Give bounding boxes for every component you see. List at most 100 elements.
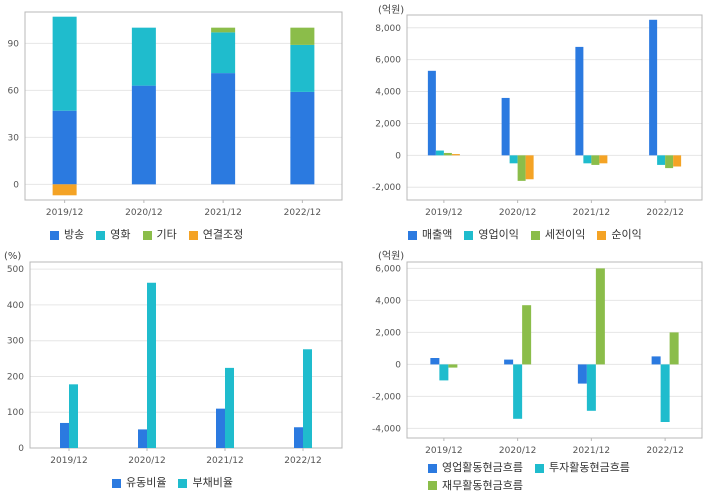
bar bbox=[649, 19, 658, 156]
x-tick-label: 2020/12 bbox=[499, 446, 536, 456]
legend-swatch bbox=[96, 230, 106, 240]
bar bbox=[651, 356, 661, 365]
bar bbox=[595, 268, 605, 365]
bar bbox=[211, 32, 236, 74]
plot-border bbox=[29, 261, 343, 449]
bar bbox=[52, 110, 77, 185]
bar bbox=[211, 27, 236, 33]
bar bbox=[504, 359, 514, 365]
x-tick-label: 2022/12 bbox=[646, 446, 683, 456]
y-tick-label: 8,000 bbox=[375, 24, 401, 34]
legend-item[interactable]: 재무활동현금흐름 bbox=[428, 478, 523, 494]
y-tick-label: 0 bbox=[395, 360, 401, 370]
x-tick-label: 2020/12 bbox=[125, 208, 162, 218]
y-tick-label: 200 bbox=[7, 372, 24, 382]
bar bbox=[131, 85, 156, 185]
y-tick-label: -2,000 bbox=[372, 392, 401, 402]
legend-item[interactable]: 투자활동현금흐름 bbox=[534, 460, 630, 476]
legend-item[interactable]: 연결조정 bbox=[188, 227, 244, 243]
y-tick-label: -2,000 bbox=[372, 183, 401, 193]
bar bbox=[657, 155, 666, 165]
chart-income: (억원) -2,000 0 2,000 4,000 6,000 8,000 2019/12 20… bbox=[372, 4, 703, 218]
x-tick-label: 2022/12 bbox=[284, 208, 321, 218]
bar bbox=[430, 358, 440, 365]
bar bbox=[439, 364, 449, 381]
legend-swatch bbox=[597, 230, 607, 240]
y-tick-label: 2,000 bbox=[375, 119, 401, 129]
bar bbox=[451, 154, 460, 156]
legend-item[interactable]: 기타 bbox=[142, 227, 177, 243]
y-tick-label: 90 bbox=[8, 39, 20, 49]
bar bbox=[147, 282, 156, 448]
x-tick-label: 2019/12 bbox=[46, 208, 83, 218]
x-tick-label: 2019/12 bbox=[425, 446, 462, 456]
bar bbox=[294, 427, 303, 448]
y-tick-label: 500 bbox=[7, 265, 24, 275]
bar bbox=[501, 97, 510, 156]
bar bbox=[586, 364, 596, 411]
x-tick-label: 2019/12 bbox=[425, 208, 462, 218]
legend: 매출액 영업이익 세전이익 순이익 bbox=[408, 227, 654, 245]
y-tick-label: 300 bbox=[7, 337, 24, 347]
bar bbox=[131, 27, 156, 86]
bar bbox=[69, 384, 78, 448]
bar bbox=[216, 408, 225, 448]
legend-item[interactable]: 부채비율 bbox=[178, 475, 233, 491]
bar bbox=[660, 364, 670, 422]
bar bbox=[517, 155, 526, 181]
bar bbox=[448, 364, 458, 368]
legend-label: 기타 bbox=[156, 228, 177, 241]
unit-label: (억원) bbox=[378, 4, 404, 16]
unit-label: (억원) bbox=[378, 250, 404, 262]
chart-cashflow: (억원) -4,000 -2,000 0 2,000 4,000 6,000 2019/12 2… bbox=[372, 250, 703, 456]
legend-item[interactable]: 유동비율 bbox=[112, 475, 166, 491]
legend-item[interactable]: 방송 bbox=[50, 227, 84, 243]
legend-item[interactable]: 영업이익 bbox=[464, 227, 519, 243]
plot-border bbox=[406, 261, 703, 439]
y-tick-label: 2,000 bbox=[375, 328, 401, 338]
bar bbox=[591, 155, 600, 165]
legend-label: 유동비율 bbox=[126, 476, 167, 489]
bar bbox=[599, 155, 608, 164]
legend-label: 영업활동현금흐름 bbox=[442, 461, 523, 474]
bar bbox=[303, 349, 312, 448]
chart-panel-ratios: (%) 0 100 200 300 400 500 2019/12 2020/12 2021/12… bbox=[0, 248, 360, 496]
legend-item[interactable]: 영업활동현금흐름 bbox=[428, 460, 523, 476]
legend-swatch bbox=[428, 481, 437, 490]
y-tick-label: 30 bbox=[8, 133, 20, 143]
legend-label: 영업이익 bbox=[478, 228, 519, 241]
legend-label: 매출액 bbox=[422, 228, 453, 241]
legend-swatch bbox=[188, 230, 198, 240]
legend-swatch bbox=[50, 230, 59, 240]
legend-item[interactable]: 매출액 bbox=[408, 227, 452, 243]
plot-border bbox=[406, 14, 703, 201]
chart-revenue-mix: 0 30 60 90 2019/12 2020/12 2021/12 2022/12 bbox=[8, 11, 343, 218]
bar bbox=[665, 155, 674, 169]
legend: 유동비율 부채비율 bbox=[112, 475, 245, 493]
legend-label: 연결조정 bbox=[202, 228, 244, 241]
bar bbox=[577, 364, 587, 384]
x-tick-label: 2021/12 bbox=[573, 208, 610, 218]
bar bbox=[522, 305, 532, 365]
legend-item[interactable]: 세전이익 bbox=[530, 227, 585, 243]
legend-item[interactable]: 영화 bbox=[96, 227, 131, 243]
chart-panel-income: (억원) -2,000 0 2,000 4,000 6,000 8,000 2019/12 20… bbox=[360, 0, 720, 248]
y-tick-label: 0 bbox=[395, 151, 401, 161]
bar bbox=[52, 184, 77, 196]
legend-swatch bbox=[178, 478, 188, 488]
x-tick-label: 2020/12 bbox=[499, 208, 536, 218]
legend-label: 부채비율 bbox=[192, 476, 233, 489]
plot-border bbox=[24, 11, 343, 201]
legend-item[interactable]: 순이익 bbox=[597, 227, 642, 243]
legend: 방송 영화 기타 연결조정 bbox=[50, 227, 255, 245]
legend-label: 순이익 bbox=[611, 228, 642, 241]
bar bbox=[211, 73, 236, 185]
legend-swatch bbox=[112, 478, 121, 488]
bar bbox=[443, 152, 452, 156]
legend-swatch bbox=[534, 463, 544, 473]
unit-label: (%) bbox=[4, 251, 21, 262]
y-tick-label: 6,000 bbox=[375, 264, 401, 274]
bar bbox=[60, 422, 69, 448]
chart-ratios: (%) 0 100 200 300 400 500 2019/12 2020/12 2021/12… bbox=[4, 251, 343, 466]
legend-label: 투자활동현금흐름 bbox=[548, 461, 630, 474]
